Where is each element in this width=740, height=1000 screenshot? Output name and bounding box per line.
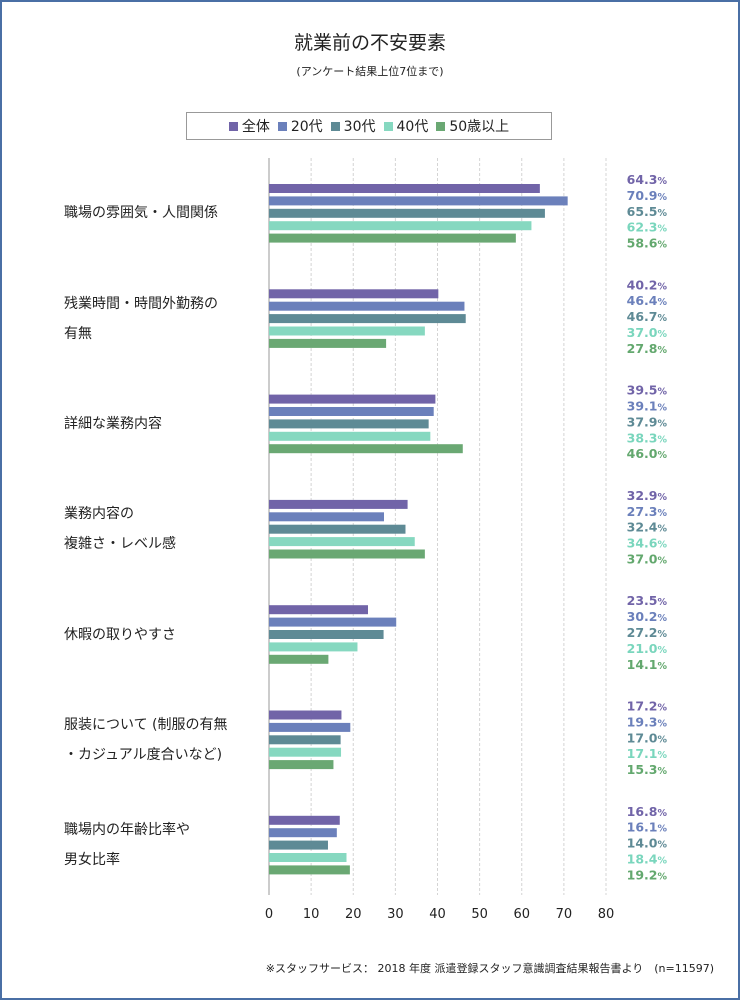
source-footnote: ※スタッフサービス： 2018 年度 派遣登録スタッフ意識調査結果報告書より (… [265, 962, 714, 975]
category-label: 職場内の年齢比率や 男女比率 [64, 815, 264, 875]
category-label-line: ・カジュアル度合いなど) [64, 746, 223, 763]
legend-swatch [436, 121, 446, 131]
legend-item: 全体 [228, 116, 270, 136]
legend-swatch [330, 121, 340, 131]
category-label-line: 休暇の取りやすさ [64, 626, 176, 643]
category-label: 職場の雰囲気・人間関係 [64, 198, 264, 228]
chart-subtitle: (アンケート結果上位7位まで) [296, 65, 444, 78]
chart-title: 就業前の不安要素 [293, 32, 446, 54]
legend-item: 40代 [383, 116, 429, 136]
legend-swatch [228, 121, 238, 131]
category-label-line: 職場内の年齢比率や [64, 822, 190, 839]
category-label: 休暇の取りやすさ [64, 620, 264, 650]
category-label-line: 複雑さ・レベル感 [64, 536, 176, 553]
legend-item: 50歳以上 [436, 116, 509, 136]
legend-label: 50歳以上 [449, 119, 510, 135]
category-label-line: 職場の雰囲気・人間関係 [64, 205, 218, 222]
legend-label: 20代 [290, 119, 323, 135]
chart-legend: 全体 20代 30代 40代 50歳以上 [186, 112, 552, 140]
category-label: 詳細な業務内容 [64, 409, 264, 439]
category-label-line: 残業時間・時間外勤務の [64, 295, 218, 312]
category-label-line: 男女比率 [64, 852, 120, 869]
legend-item: 20代 [277, 116, 323, 136]
legend-label: 全体 [241, 119, 270, 135]
category-label-line: 有無 [64, 325, 92, 342]
legend-item: 30代 [330, 116, 376, 136]
category-label: 業務内容の複雑さ・レベル感 [64, 499, 264, 559]
category-label-line: 詳細な業務内容 [64, 415, 162, 432]
category-label: 残業時間・時間外勤務の 有無 [64, 289, 264, 349]
legend-swatch [383, 121, 393, 131]
category-label-line: 服装について (制服の有無 [64, 716, 228, 733]
legend-label: 30代 [343, 119, 376, 135]
legend-swatch [277, 121, 287, 131]
legend-label: 40代 [396, 119, 429, 135]
category-label: 服装について (制服の有無 ・カジュアル度合いなど) [64, 710, 264, 770]
category-label-line: 業務内容の [64, 506, 134, 523]
